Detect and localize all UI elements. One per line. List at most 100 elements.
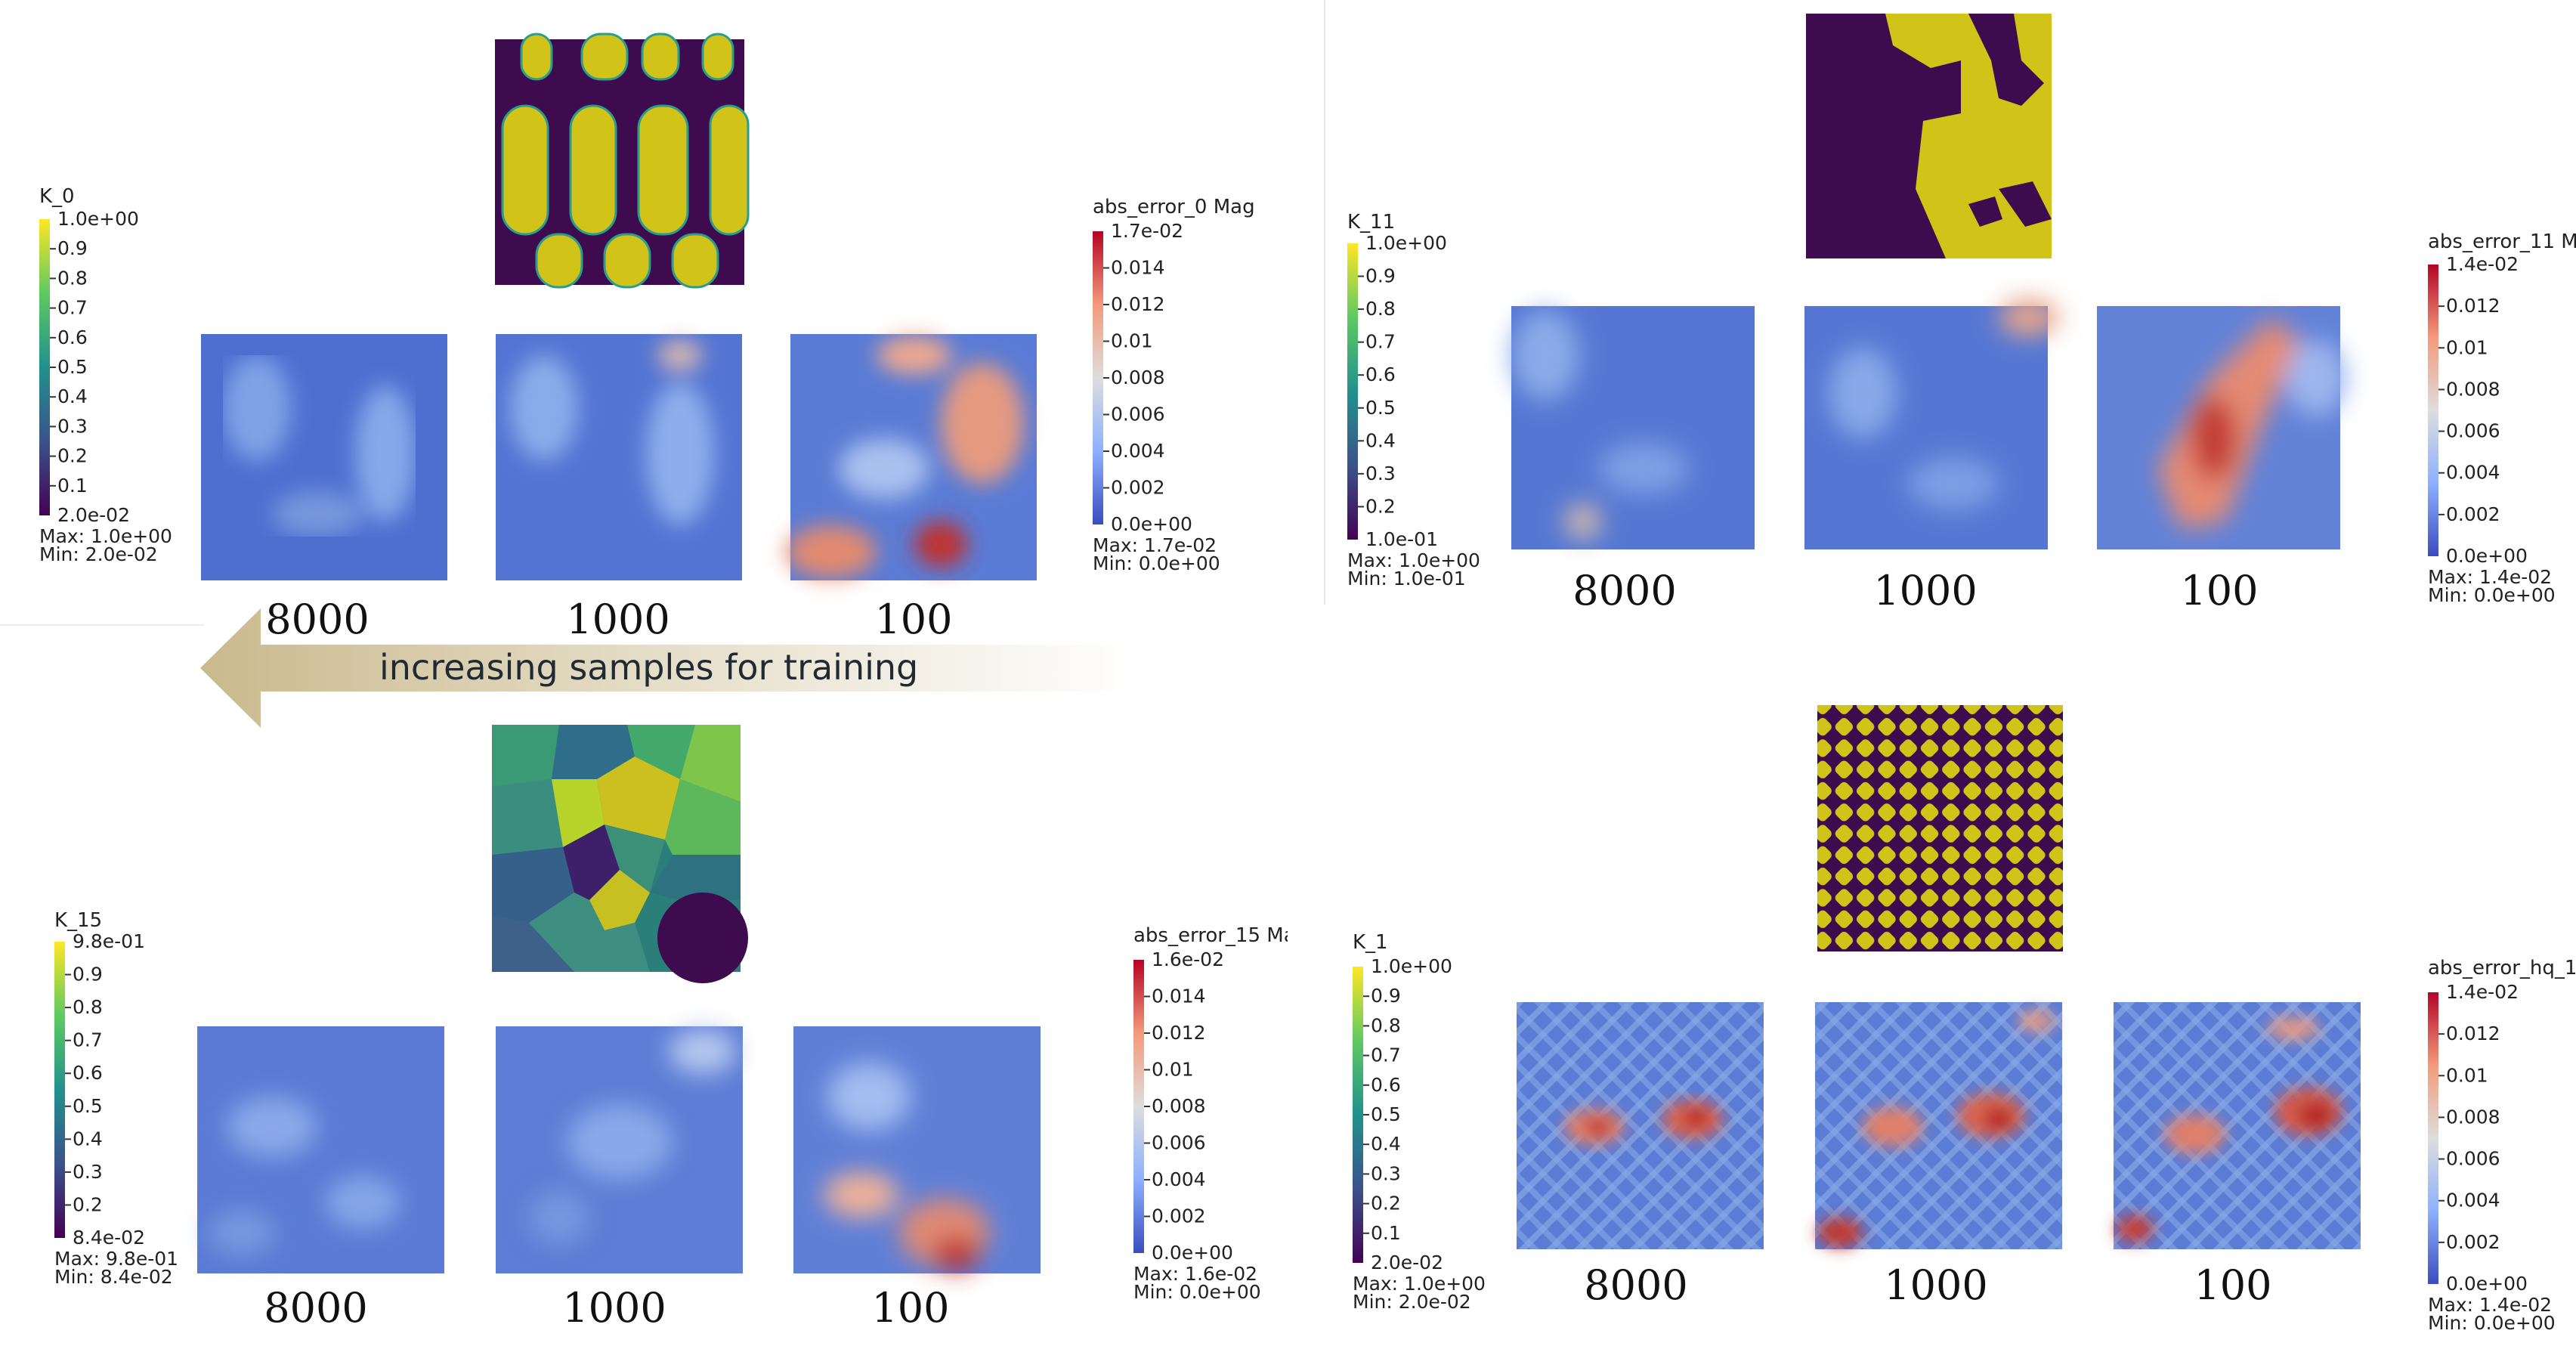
colorbar-k1: K_1 1.0e+00 0.90.80.70.60.50.40.30.20.1 … bbox=[1353, 931, 1486, 1313]
panel-k15: K_15 9.8e-01 0.9 0.8 0.7 0.6 0.5 0.4 0.3 0.2 8.… bbox=[0, 673, 1288, 1346]
colorbar-tick-label: 0.008 bbox=[2446, 1106, 2500, 1128]
caption-1000: 1000 bbox=[1884, 1261, 1987, 1309]
colorbar-tick-label: 0.012 bbox=[1111, 293, 1165, 315]
training-samples-arrow: increasing samples for training bbox=[200, 608, 1137, 728]
colorbar-tick-label: 0.002 bbox=[1152, 1205, 1206, 1227]
caption-8000: 8000 bbox=[1584, 1261, 1687, 1309]
colorbar-tick-label: 0.8 bbox=[73, 996, 103, 1018]
colorbar-tick-label: 0.3 bbox=[1365, 463, 1396, 484]
colorbar-abs-error-0: abs_error_0 Mag 1.7e-02 0.014 0.012 0.01 0.… bbox=[1093, 196, 1255, 574]
colorbar-tick-label: 0.012 bbox=[2446, 1023, 2500, 1044]
colorbar-tick-label: 0.01 bbox=[1111, 330, 1153, 352]
panel-k1: K_1 1.0e+00 0.9 0.8 0.7 0.6 0.5 0.4 0.3 0.2 0.1 … bbox=[1288, 673, 2576, 1346]
left-divider bbox=[0, 624, 204, 626]
colorbar-tick-label: 0.01 bbox=[1152, 1059, 1194, 1081]
input-field-k15 bbox=[492, 725, 748, 983]
colorbar-min-text: Min: 0.0e+00 bbox=[2428, 1312, 2556, 1334]
colorbar-tick-label: 0.1 bbox=[1371, 1222, 1401, 1244]
colorbar-max-text: Max: 1.6e-02 bbox=[1133, 1263, 1257, 1285]
colorbar-tick-label: 0.012 bbox=[1152, 1022, 1206, 1044]
colorbar-min-text: Min: 8.4e-02 bbox=[54, 1266, 173, 1288]
colorbar-min: 0.0e+00 bbox=[2446, 545, 2528, 567]
colorbar-min: 2.0e-02 bbox=[57, 504, 130, 526]
colorbar-max-text: Max: 1.0e+00 bbox=[39, 525, 172, 547]
error-map-1000 bbox=[496, 1026, 743, 1273]
colorbar-title: K_11 bbox=[1347, 211, 1395, 234]
colorbar-min-text: Min: 0.0e+00 bbox=[1093, 552, 1220, 574]
colorbar-tick-label: 0.01 bbox=[2446, 336, 2488, 358]
error-map-100 bbox=[2097, 306, 2346, 549]
colorbar-max-text: Max: 9.8e-01 bbox=[54, 1248, 178, 1270]
colorbar-tick-label: 0.006 bbox=[2446, 420, 2500, 442]
caption-8000: 8000 bbox=[264, 1284, 367, 1332]
caption-100: 100 bbox=[874, 596, 952, 643]
colorbar-tick-label: 0.006 bbox=[2446, 1148, 2500, 1170]
colorbar-tick-label: 0.5 bbox=[1371, 1103, 1401, 1125]
colorbar-max: 1.0e+00 bbox=[1365, 232, 1447, 254]
colorbar-tick-label: 0.3 bbox=[1371, 1162, 1401, 1184]
colorbar-max: 1.0e+00 bbox=[1371, 955, 1452, 977]
colorbar-tick-label: 0.7 bbox=[57, 297, 88, 319]
colorbar-k15: K_15 9.8e-01 0.9 0.8 0.7 0.6 0.5 0.4 0.3 0.2 8.… bbox=[54, 909, 178, 1288]
colorbar-tick-label: 0.1 bbox=[57, 475, 88, 497]
colorbar-tick-label: 0.5 bbox=[57, 356, 88, 378]
colorbar-tick-label: 0.6 bbox=[73, 1062, 103, 1084]
colorbar-tick-label: 0.01 bbox=[2446, 1064, 2488, 1086]
colorbar-k11: K_11 1.0e+00 0.9 0.8 0.7 0.6 0.5 0.4 0.3 0.2 1.… bbox=[1347, 211, 1480, 589]
colorbar-tick-label: 0.4 bbox=[57, 385, 88, 407]
colorbar-min: 0.0e+00 bbox=[1111, 513, 1192, 535]
colorbar-tick-label: 0.3 bbox=[73, 1161, 103, 1183]
error-map-1000 bbox=[1815, 1002, 2062, 1249]
input-field-k0 bbox=[495, 32, 750, 289]
colorbar-tick-label: 0.7 bbox=[73, 1029, 103, 1051]
colorbar-abs-error-hq-1: abs_error_hq_1 1.4e-02 0.012 0.01 0.008 0.0… bbox=[2428, 957, 2576, 1334]
colorbar-tick-label: 0.3 bbox=[57, 415, 88, 437]
colorbar-tick-label: 0.9 bbox=[73, 964, 103, 986]
colorbar-max: 1.0e+00 bbox=[57, 208, 139, 230]
colorbar-tick-label: 0.012 bbox=[2446, 295, 2500, 317]
colorbar-title: abs_error_0 Mag bbox=[1093, 196, 1255, 218]
colorbar-min-text: Min: 0.0e+00 bbox=[1133, 1281, 1261, 1303]
colorbar-tick-label: 0.2 bbox=[1371, 1193, 1401, 1214]
caption-1000: 1000 bbox=[562, 1284, 666, 1332]
panel-k11-figure: K_11 1.0e+00 0.9 0.8 0.7 0.6 0.5 0.4 0.3 0.2 1.… bbox=[1347, 14, 2576, 614]
error-map-8000 bbox=[1511, 306, 1755, 549]
colorbar-tick-label: 0.9 bbox=[1371, 985, 1401, 1007]
colorbar-max: 1.6e-02 bbox=[1152, 948, 1224, 970]
caption-100: 100 bbox=[2180, 567, 2258, 614]
colorbar-min: 8.4e-02 bbox=[73, 1227, 145, 1249]
colorbar-tick-label: 0.6 bbox=[1365, 364, 1396, 385]
colorbar-tick-label: 0.002 bbox=[1111, 477, 1165, 499]
panel-k0: K_0 1.0e+00 0.9 0.8 0.7 0.6 0.5 0.4 0.3 0.2 0.1 … bbox=[0, 0, 1288, 673]
colorbar-title: abs_error_15 Ma bbox=[1133, 924, 1288, 947]
colorbar-tick-label: 0.8 bbox=[1371, 1014, 1401, 1036]
arrow-label: increasing samples for training bbox=[379, 647, 918, 688]
error-map-100 bbox=[2114, 1002, 2361, 1249]
caption-100: 100 bbox=[2194, 1261, 2271, 1309]
colorbar-tick-label: 0.6 bbox=[57, 326, 88, 348]
colorbar-min: 1.0e-01 bbox=[1365, 528, 1438, 550]
colorbar-tick-label: 0.9 bbox=[57, 237, 88, 259]
input-field-k11 bbox=[1806, 14, 2052, 258]
input-field-k1 bbox=[1817, 705, 2063, 951]
caption-8000: 8000 bbox=[1573, 567, 1676, 614]
colorbar-tick-label: 0.006 bbox=[1152, 1132, 1206, 1154]
colorbar-tick-label: 0.5 bbox=[1365, 397, 1396, 419]
colorbar-tick-label: 0.014 bbox=[1111, 257, 1165, 279]
colorbar-k0: K_0 1.0e+00 0.90.80.70.60.50.40.30.20.1 … bbox=[39, 185, 172, 565]
colorbar-tick-label: 0.4 bbox=[73, 1128, 103, 1150]
colorbar-tick-label: 0.002 bbox=[2446, 1231, 2500, 1253]
colorbar-tick-label: 0.008 bbox=[2446, 378, 2500, 400]
colorbar-min-text: Min: 1.0e-01 bbox=[1347, 568, 1466, 589]
colorbar-min-text: Min: 2.0e-02 bbox=[1353, 1291, 1471, 1313]
colorbar-max-text: Max: 1.4e-02 bbox=[2428, 1294, 2552, 1316]
colorbar-title: K_0 bbox=[39, 185, 75, 208]
quadrant-divider bbox=[1324, 0, 1325, 605]
left-arrow-icon: increasing samples for training bbox=[200, 608, 1137, 728]
colorbar-max: 1.7e-02 bbox=[1111, 220, 1183, 242]
colorbar-tick-label: 0.004 bbox=[2446, 1190, 2500, 1211]
colorbar-tick-label: 0.004 bbox=[1111, 440, 1165, 462]
caption-100: 100 bbox=[871, 1284, 949, 1332]
error-map-8000 bbox=[201, 334, 447, 580]
error-map-100 bbox=[793, 1026, 1041, 1273]
